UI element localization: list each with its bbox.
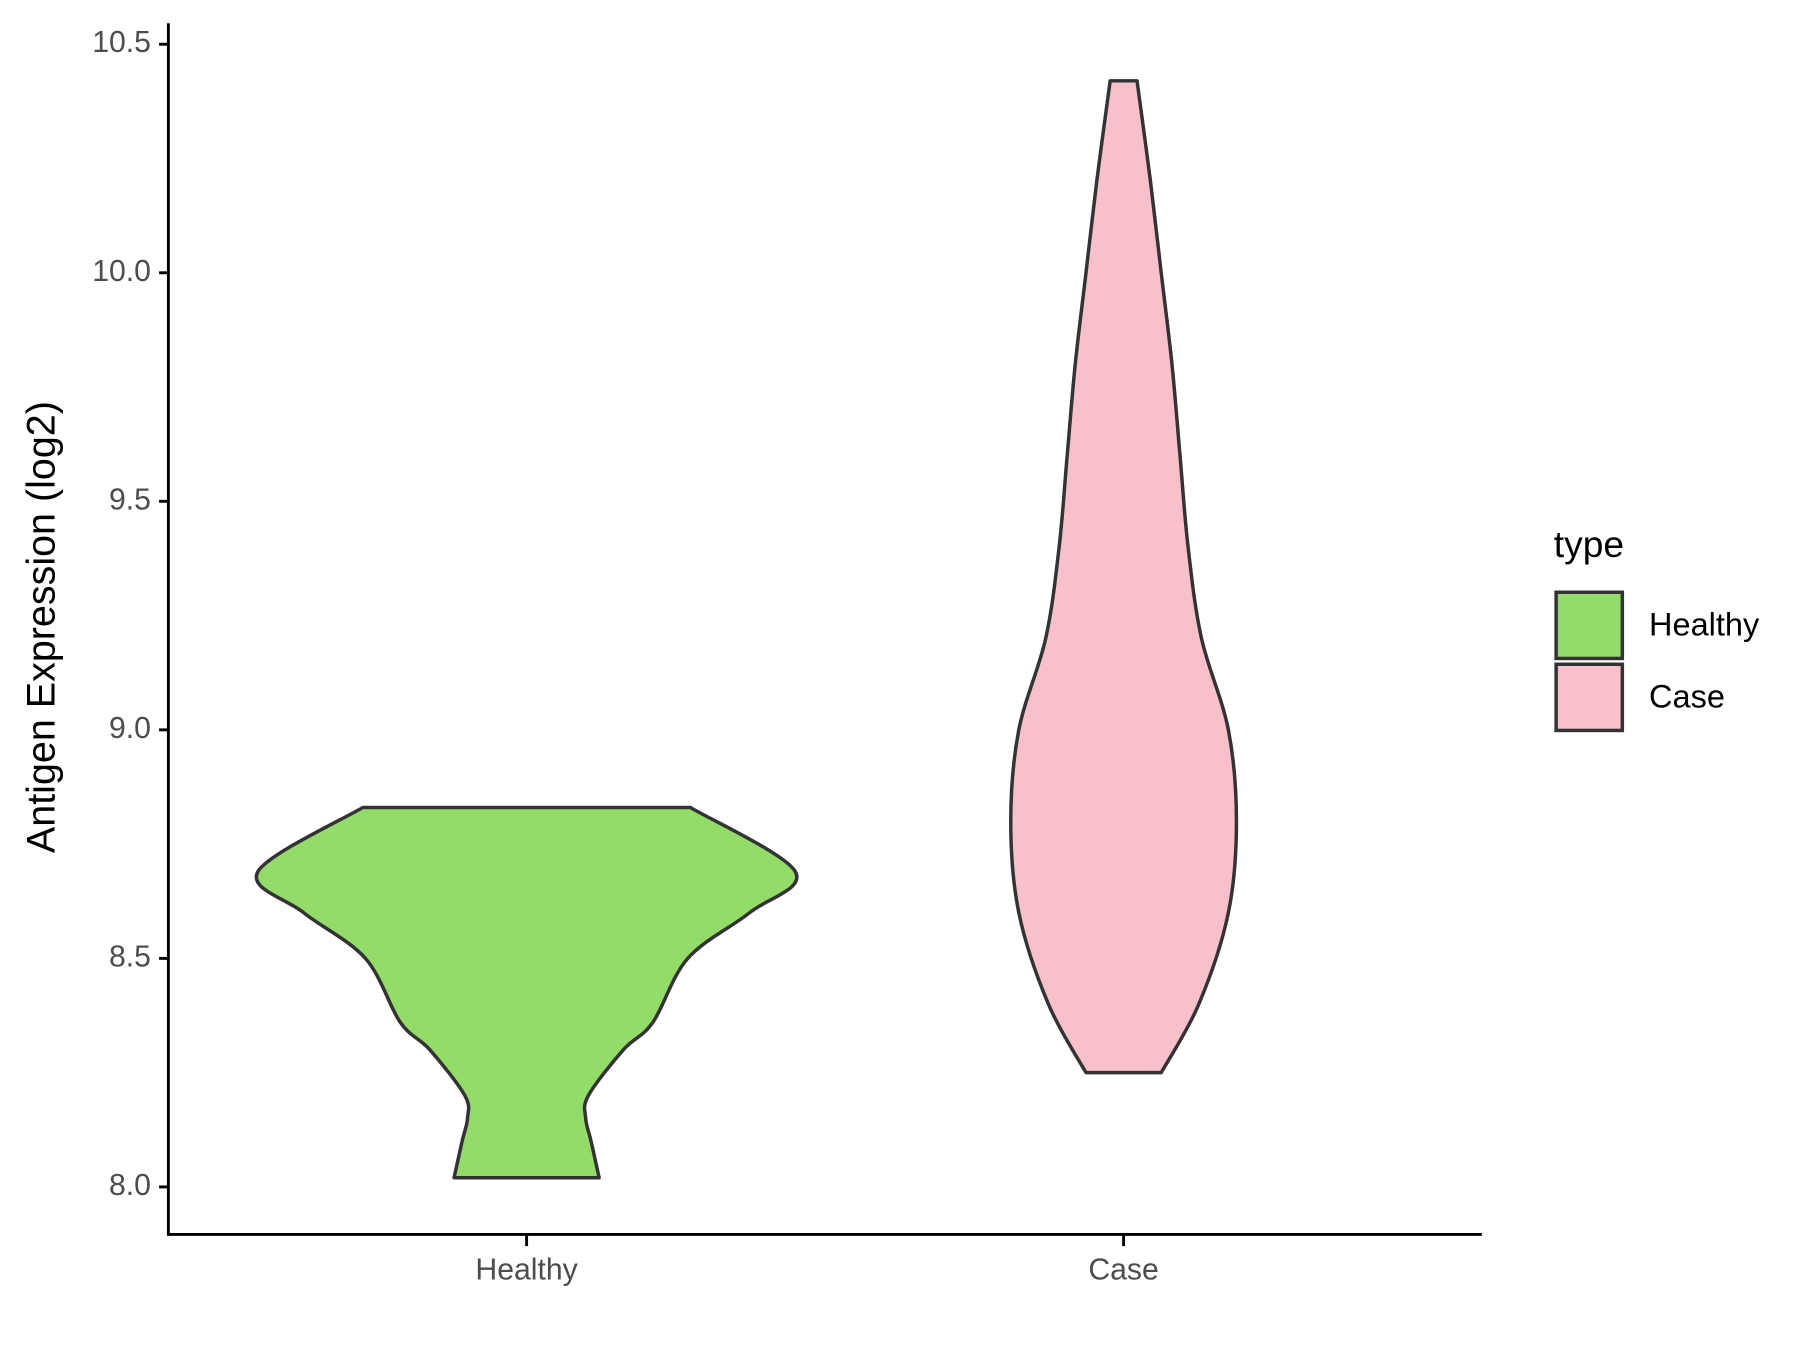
legend-label: Healthy (1649, 607, 1760, 643)
y-tick-label: 8.0 (109, 1169, 151, 1202)
y-axis-label: Antigen Expression (log2) (20, 401, 64, 853)
y-tick-label: 9.0 (109, 712, 151, 745)
legend-label: Case (1649, 679, 1725, 715)
legend-key (1554, 662, 1625, 733)
legend-key (1554, 590, 1625, 661)
y-tick-label: 10.0 (92, 255, 151, 288)
x-tick-label: Case (1088, 1254, 1158, 1287)
violin (254, 805, 799, 1180)
y-tick-label: 9.5 (109, 483, 151, 516)
x-tick-label: Healthy (475, 1254, 578, 1287)
y-tick-label: 8.5 (109, 940, 151, 973)
y-tick-label: 10.5 (92, 26, 151, 59)
legend-title: type (1554, 523, 1624, 565)
violin (1009, 79, 1239, 1075)
